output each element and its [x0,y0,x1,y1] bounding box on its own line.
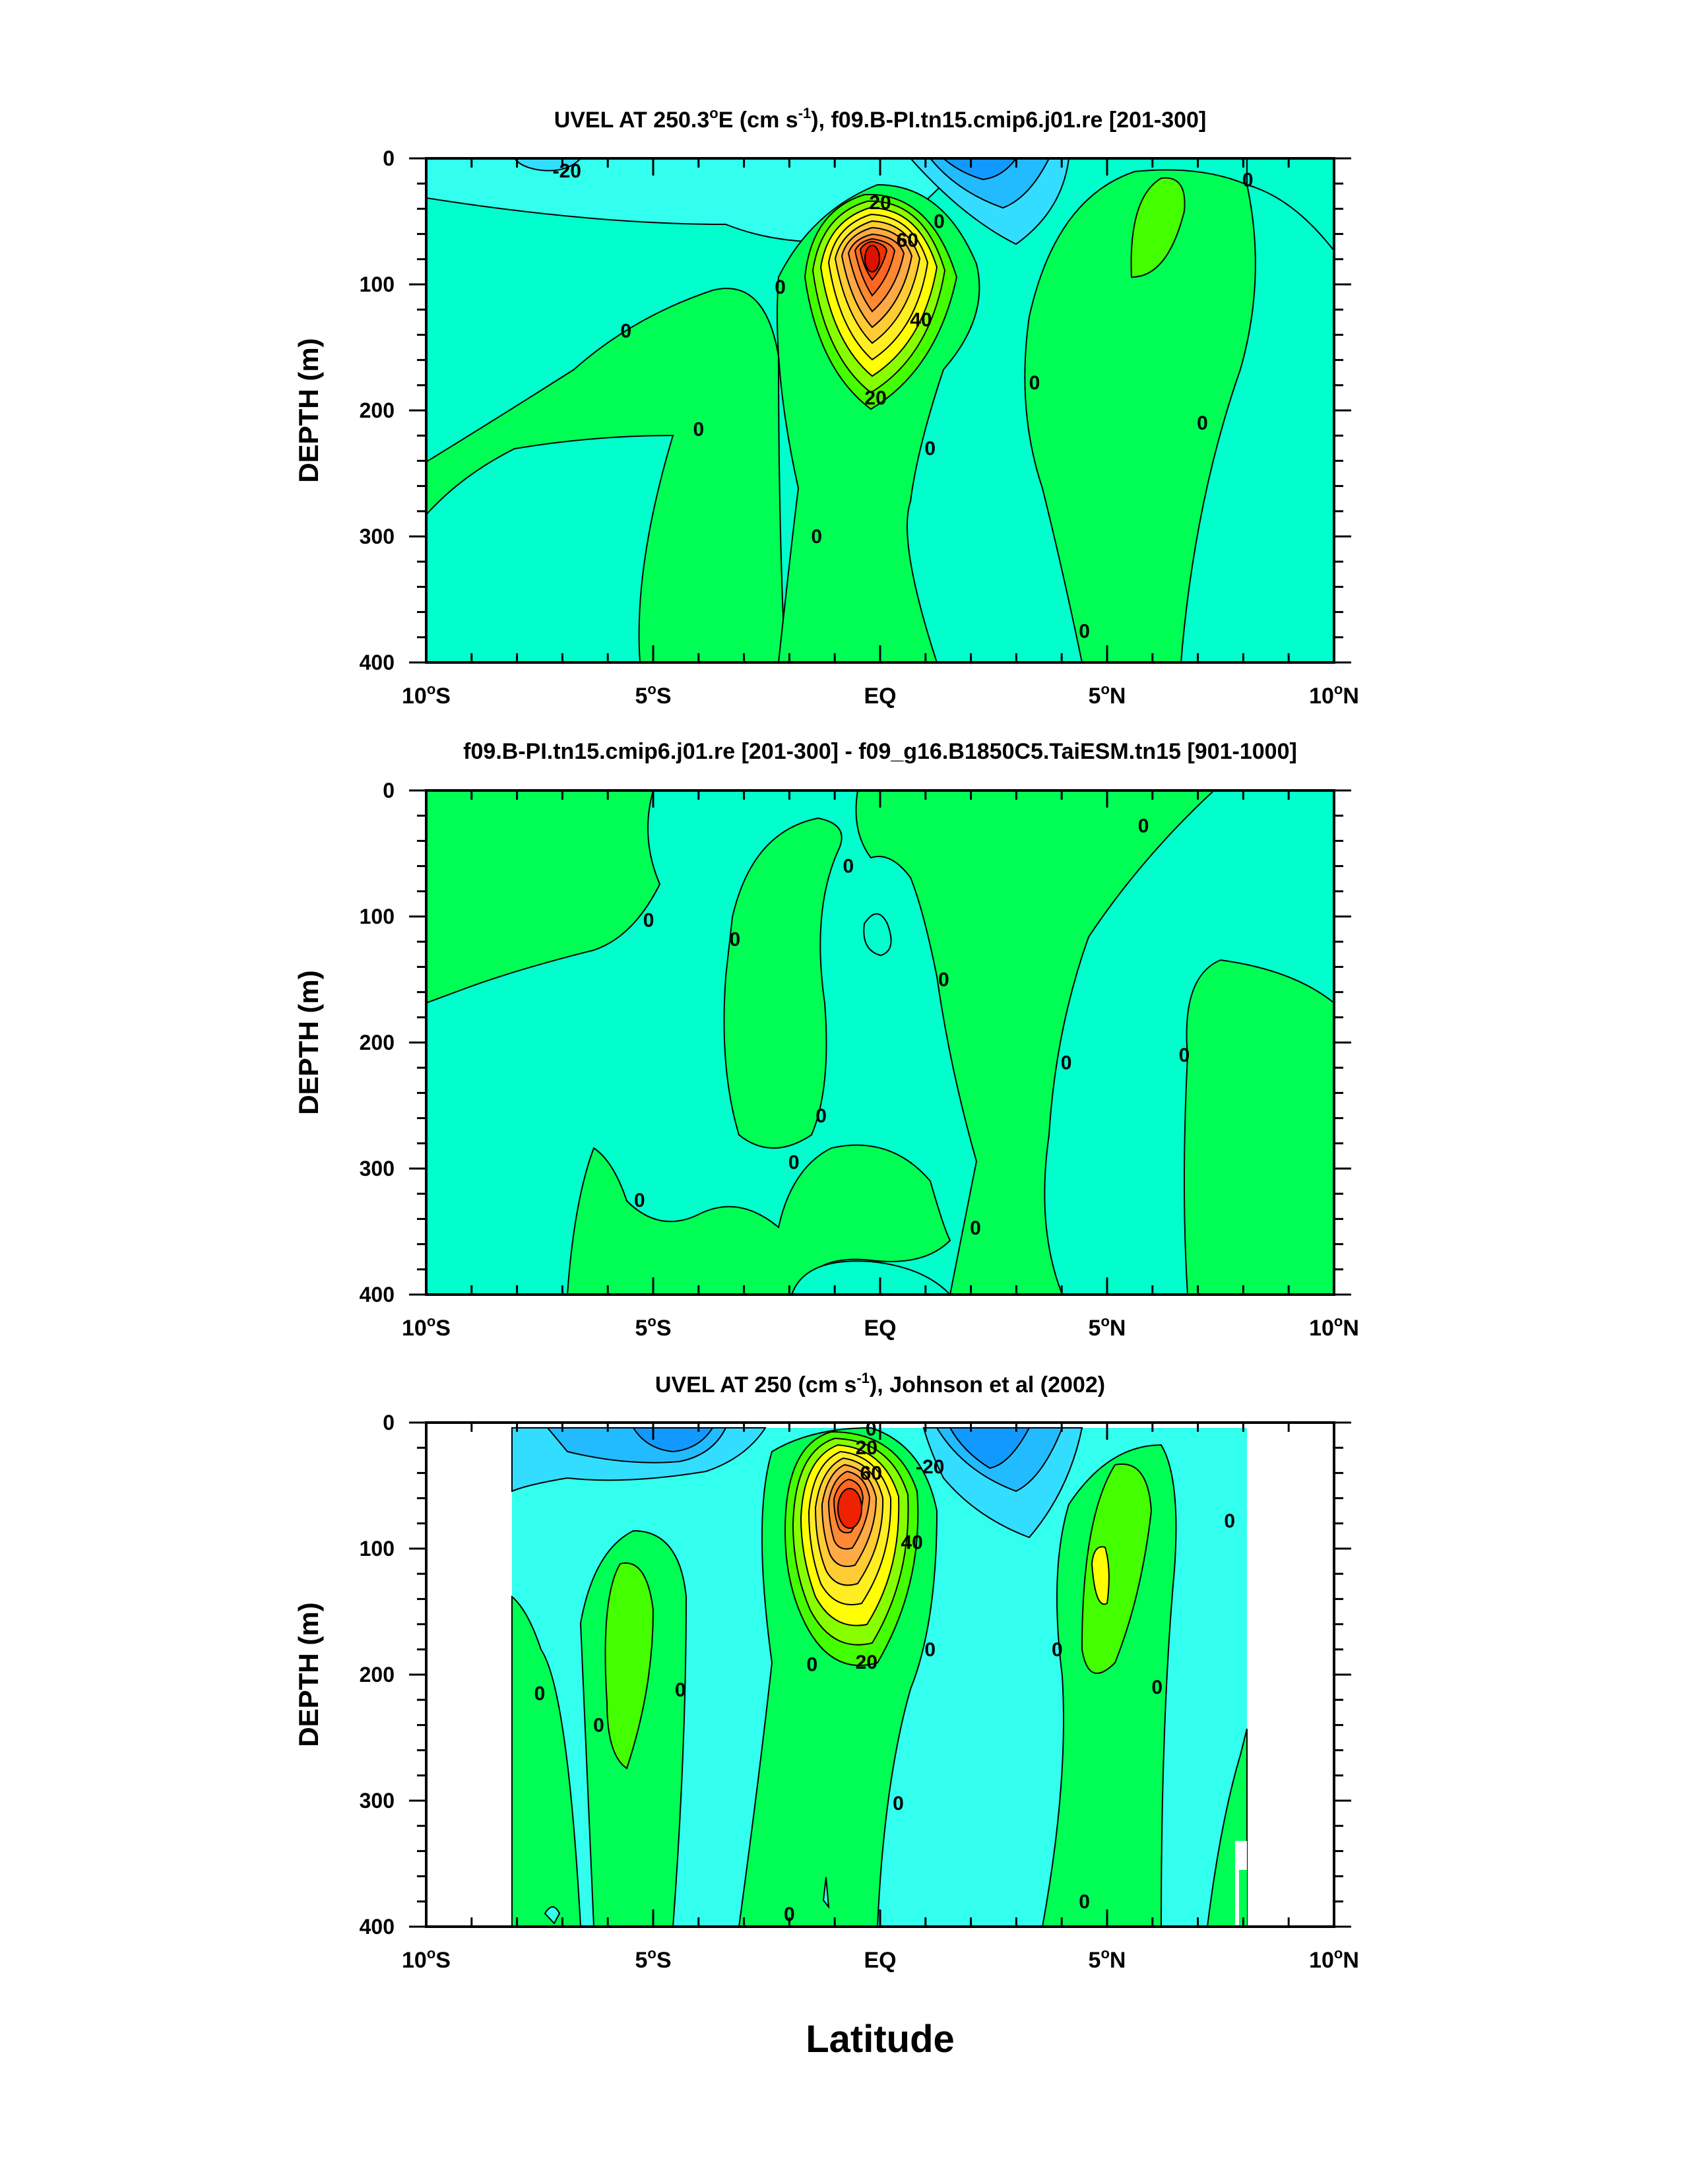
contour-label: 0 [1029,372,1040,394]
contour-label: 0 [784,1904,795,1925]
y-tick-label: 400 [360,651,395,674]
x-tick-label: 10oS [402,1313,451,1341]
contour-label: 0 [1151,1677,1163,1698]
panel-2-ylabel: DEPTH (m) [293,970,324,1114]
y-tick-label: 100 [360,905,395,928]
x-tick-label: EQ [864,1948,896,1973]
y-tick-label: 400 [360,1283,395,1306]
contour-label: 0 [806,1654,817,1676]
x-axis-title: Latitude [806,2018,955,2061]
y-tick-label: 100 [360,1537,395,1560]
contour-label: 20 [856,1652,877,1673]
y-tick-label: 100 [360,273,395,296]
panel-2: 0 0 0 0 0 0 0 0 0 0 0 0 100 200 300 400 10oS 5oS EQ 5oN 10o… [293,739,1359,1341]
x-tick-label: 10oN [1309,1945,1359,1973]
contour-label: 20 [856,1437,877,1459]
contour-label: 0 [788,1151,800,1173]
contour-label: 0 [934,211,945,233]
contour-label: 40 [901,1531,922,1553]
contour-label: 0 [1052,1639,1063,1661]
contour-label: 0 [1179,1044,1190,1066]
contour-label: 0 [534,1683,546,1705]
x-tick-label: EQ [864,684,896,709]
panel-3-title: UVEL AT 250 (cm s-1), Johnson et al (200… [655,1370,1105,1397]
x-tick-label: 10oN [1309,681,1359,709]
contour-label: 0 [1079,1891,1090,1913]
x-tick-label: 10oN [1309,1313,1359,1341]
contour-label: 40 [910,309,932,331]
panel-3-contour-field [426,1423,1334,1927]
x-tick-label: 5oN [1089,1945,1126,1973]
panel-1-contour-labels: -20 20 0 60 0 40 0 0 20 0 0 0 0 0 0 [553,160,1254,642]
contour-label: 0 [634,1190,645,1211]
contour-label: 0 [843,856,854,878]
x-tick-label: 5oN [1089,1313,1126,1341]
y-tick-label: 0 [383,146,395,170]
contour-label: 0 [643,910,654,932]
contour-label: 0 [1224,1510,1235,1532]
contour-label: 0 [1061,1052,1072,1074]
contour-label: 0 [924,1639,936,1661]
contour-label: 0 [1138,815,1149,837]
x-tick-label: 10oS [402,681,451,709]
contour-label: 20 [864,387,886,409]
y-tick-label: 0 [383,779,395,802]
contour-label: 0 [811,526,822,548]
contour-label: 0 [693,419,704,441]
panel-3-ylabel: DEPTH (m) [293,1602,324,1747]
panel-1-contour-field [426,158,1334,662]
y-tick-label: 0 [383,1411,395,1434]
y-tick-label: 300 [360,1157,395,1180]
contour-label: 0 [729,928,740,950]
panel-2-title: f09.B-PI.tn15.cmip6.j01.re [201-300] - f… [463,739,1297,764]
x-tick-label: 5oN [1089,681,1126,709]
contour-label: 0 [620,321,631,342]
contour-label: -20 [553,160,581,182]
y-tick-label: 400 [360,1915,395,1939]
panel-1-ylabel: DEPTH (m) [293,338,324,482]
contour-label: 0 [938,969,949,991]
x-tick-label: 5oS [635,1313,671,1341]
contour-label: 20 [869,192,891,214]
y-tick-label: 200 [360,1663,395,1686]
panel-2-ticks: 0 100 200 300 400 10oS 5oS EQ 5oN 10oN [360,779,1359,1341]
contour-label: 0 [1242,169,1254,191]
y-tick-label: 300 [360,525,395,548]
contour-label: 0 [593,1714,604,1736]
contour-label: 0 [1197,412,1208,434]
contour-label: 0 [970,1217,981,1239]
y-tick-label: 200 [360,1031,395,1054]
contour-label: 60 [897,230,918,251]
contour-label: 0 [775,276,786,298]
x-tick-label: 5oS [635,1945,671,1973]
contour-label: -20 [916,1456,944,1478]
panel-1-title: UVEL AT 250.3oE (cm s-1), f09.B-PI.tn15.… [554,105,1207,133]
contour-label: 0 [815,1105,827,1127]
contour-label: 0 [1079,620,1090,642]
x-tick-label: 10oS [402,1945,451,1973]
panel-2-contour-field [426,790,1334,1295]
x-tick-label: EQ [864,1316,896,1341]
y-tick-label: 300 [360,1789,395,1813]
contour-label: 60 [860,1462,882,1484]
contour-label: 0 [893,1793,904,1815]
y-tick-label: 200 [360,399,395,422]
panel-2-contour-labels: 0 0 0 0 0 0 0 0 0 0 0 [634,815,1190,1238]
contour-label: 0 [675,1679,686,1701]
x-tick-label: 5oS [635,681,671,709]
contour-label: 0 [924,437,936,459]
